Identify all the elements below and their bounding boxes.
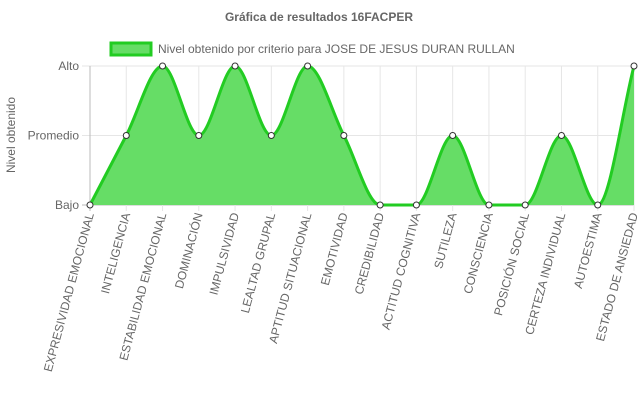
- data-point[interactable]: [376, 201, 384, 209]
- y-tick-label: Alto: [58, 59, 79, 73]
- x-tick-label: POSICIÓN SOCIAL: [490, 211, 532, 318]
- legend-label: Nivel obtenido por criterio para JOSE DE…: [158, 42, 515, 56]
- x-tick-label: EMOTIVIDAD: [318, 211, 351, 287]
- x-tick-label: EXPRESIVIDAD EMOCIONAL: [41, 211, 97, 373]
- data-point[interactable]: [449, 132, 457, 139]
- series-fill: [90, 66, 634, 205]
- x-tick-label: CREDIBILIDAD: [352, 211, 387, 296]
- x-tick-label: AUTOESTIMA: [571, 211, 605, 290]
- data-point[interactable]: [122, 132, 130, 139]
- y-axis-title: Nivel obtenido: [4, 97, 18, 173]
- legend[interactable]: Nivel obtenido por criterio para JOSE DE…: [109, 41, 515, 57]
- x-tick-label: LEALTAD GRUPAL: [238, 211, 278, 315]
- data-point[interactable]: [485, 201, 493, 209]
- y-axis: Bajo Promedio Alto: [28, 59, 80, 212]
- chart-title: Gráfica de resultados 16FACPER: [225, 10, 413, 24]
- data-point[interactable]: [630, 62, 638, 70]
- series-points: [86, 62, 638, 209]
- x-tick-label: CERTEZA INDIVIDUAL: [522, 211, 568, 336]
- x-axis: EXPRESIVIDAD EMOCIONAL INTELIGENCIAESTABI…: [41, 211, 639, 374]
- series-line: [88, 64, 636, 207]
- data-point[interactable]: [521, 201, 529, 209]
- x-tick-label: INTELIGENCIA: [98, 211, 133, 295]
- data-point[interactable]: [231, 62, 239, 70]
- y-tick-label: Promedio: [28, 129, 80, 143]
- y-tick-label: Bajo: [55, 198, 79, 212]
- data-point[interactable]: [159, 62, 167, 70]
- data-point[interactable]: [86, 201, 94, 209]
- data-point[interactable]: [340, 132, 348, 139]
- x-tick-label: IMPULSIVIDAD: [207, 211, 243, 297]
- data-point[interactable]: [594, 201, 602, 209]
- x-tick-label: CONSCIENCIA: [461, 211, 496, 295]
- data-point[interactable]: [412, 201, 420, 209]
- x-tick-label: ACTITUD COGNITIVA: [379, 211, 424, 331]
- data-point[interactable]: [195, 132, 203, 139]
- legend-swatch: [109, 41, 153, 57]
- x-tick-label: DOMINACIÓN: [171, 211, 206, 290]
- data-point[interactable]: [557, 132, 565, 139]
- data-point[interactable]: [267, 132, 275, 139]
- x-tick-label: SUTILEZA: [431, 211, 459, 270]
- series-area: [88, 64, 636, 207]
- data-point[interactable]: [304, 62, 312, 70]
